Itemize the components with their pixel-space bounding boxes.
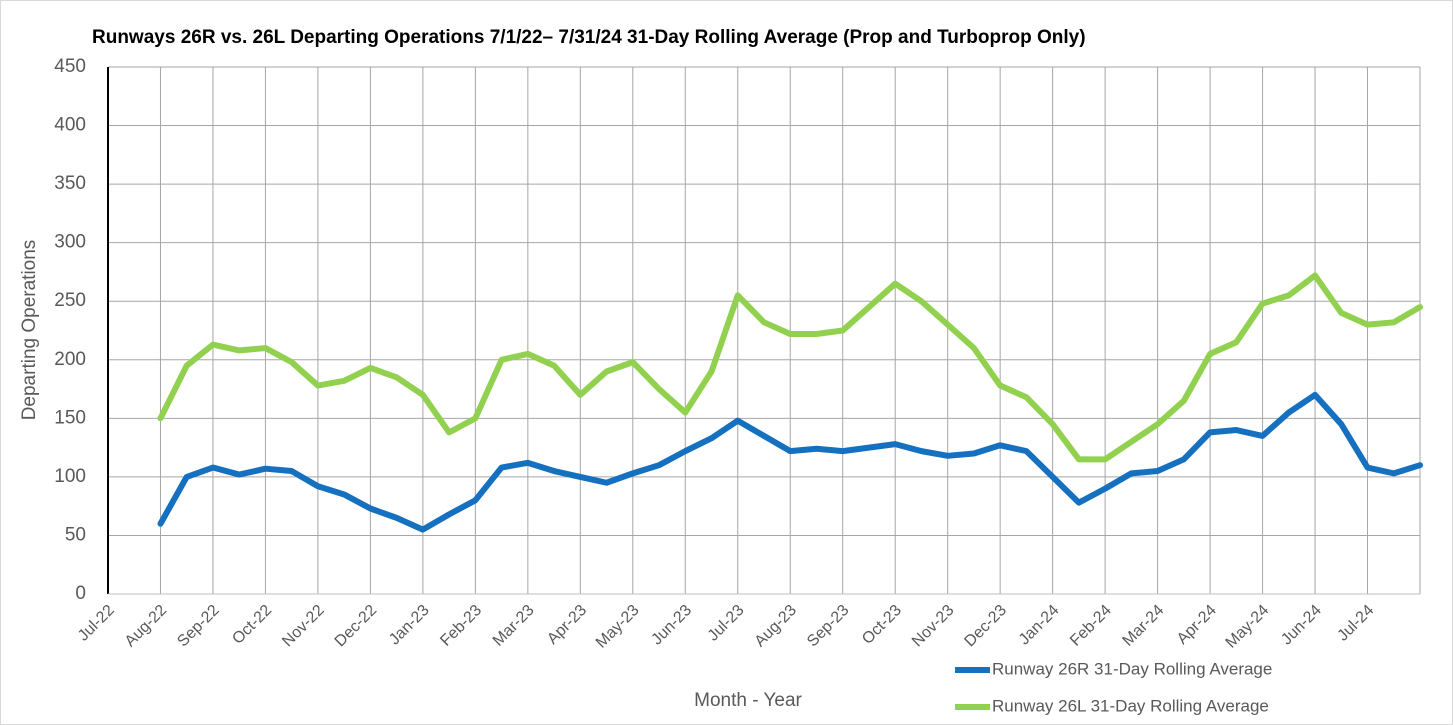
y-tick-label: 450 [54,56,86,77]
y-tick-label: 400 [54,115,86,136]
y-tick-label: 150 [54,407,86,428]
y-tick-label: 50 [65,524,86,545]
x-axis-label: Month - Year [694,690,802,711]
y-tick-label: 250 [54,290,86,311]
series-line [157,391,1423,533]
y-tick-label: 350 [54,173,86,194]
y-tick-label: 200 [54,349,86,370]
chart-title: Runways 26R vs. 26L Departing Operations… [92,27,1086,48]
legend-label: Runway 26R 31-Day Rolling Average [992,659,1272,678]
y-tick-label: 100 [54,466,86,487]
y-axis-label: Departing Operations [19,240,40,421]
legend-label: Runway 26L 31-Day Rolling Average [992,696,1269,715]
y-tick-label: 300 [54,232,86,253]
y-tick-label: 0 [75,583,86,604]
series-line [157,272,1423,463]
